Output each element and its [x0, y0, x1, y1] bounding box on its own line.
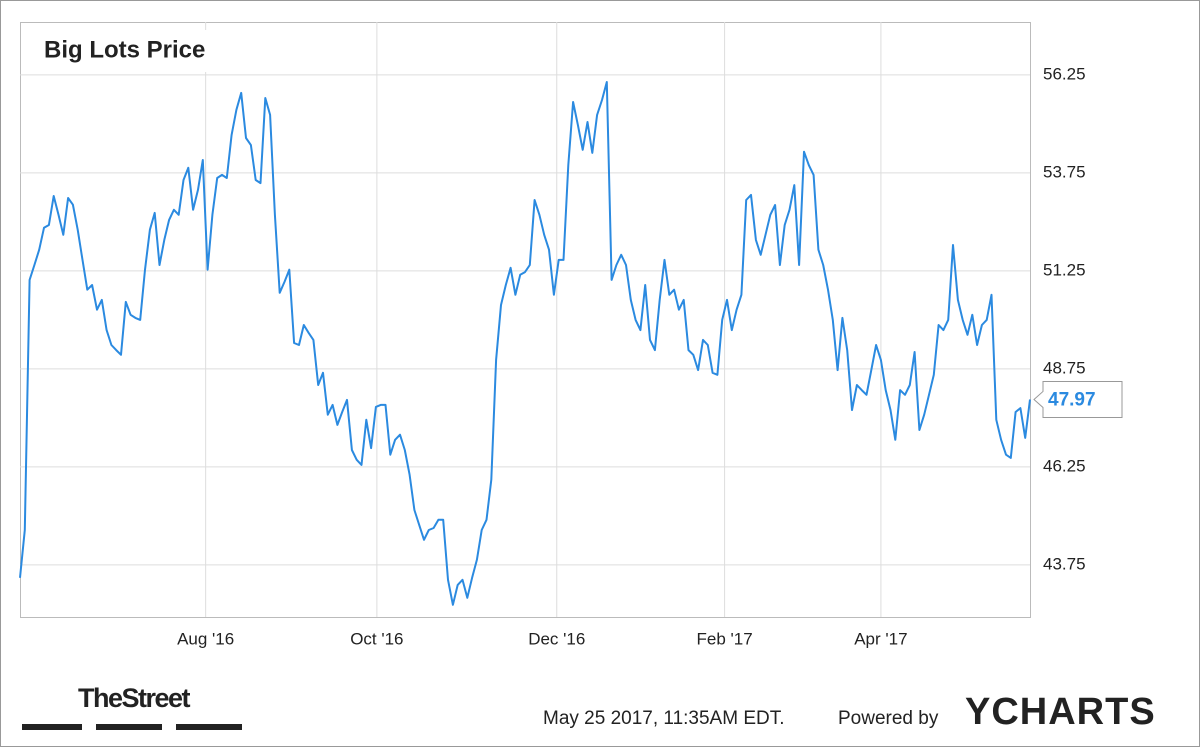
x-tick-label: Feb '17: [697, 629, 753, 648]
ycharts-logo: YCHARTS: [965, 691, 1156, 733]
chart-title: Big Lots Price: [44, 36, 205, 63]
marks: [19, 81, 1031, 606]
y-tick-label: 46.25: [1043, 456, 1086, 475]
x-tick-label: Oct '16: [350, 629, 403, 648]
brand-logo: TheStreet: [78, 683, 191, 713]
x-tick-label: Apr '17: [854, 629, 907, 648]
powered-by: Powered by: [838, 708, 939, 729]
timestamp: May 25 2017, 11:35AM EDT.: [543, 708, 785, 729]
y-tick-label: 53.75: [1043, 162, 1086, 181]
y-tick-label: 43.75: [1043, 554, 1086, 573]
last-value-label: 47.97: [1048, 389, 1096, 410]
x-tick-label: Aug '16: [177, 629, 234, 648]
logo-bar: [96, 724, 162, 730]
y-tick-label: 56.25: [1043, 64, 1086, 83]
x-tick-label: Dec '16: [528, 629, 585, 648]
grid: [20, 22, 1030, 617]
logo-bar: [22, 724, 82, 730]
plot-area: [20, 22, 1031, 618]
price-line: [19, 81, 1031, 606]
y-tick-label: 51.25: [1043, 260, 1086, 279]
title-box: [30, 30, 272, 72]
logo-bar: [176, 724, 242, 730]
y-tick-label: 48.75: [1043, 358, 1086, 377]
last-value-box: [1033, 380, 1123, 418]
